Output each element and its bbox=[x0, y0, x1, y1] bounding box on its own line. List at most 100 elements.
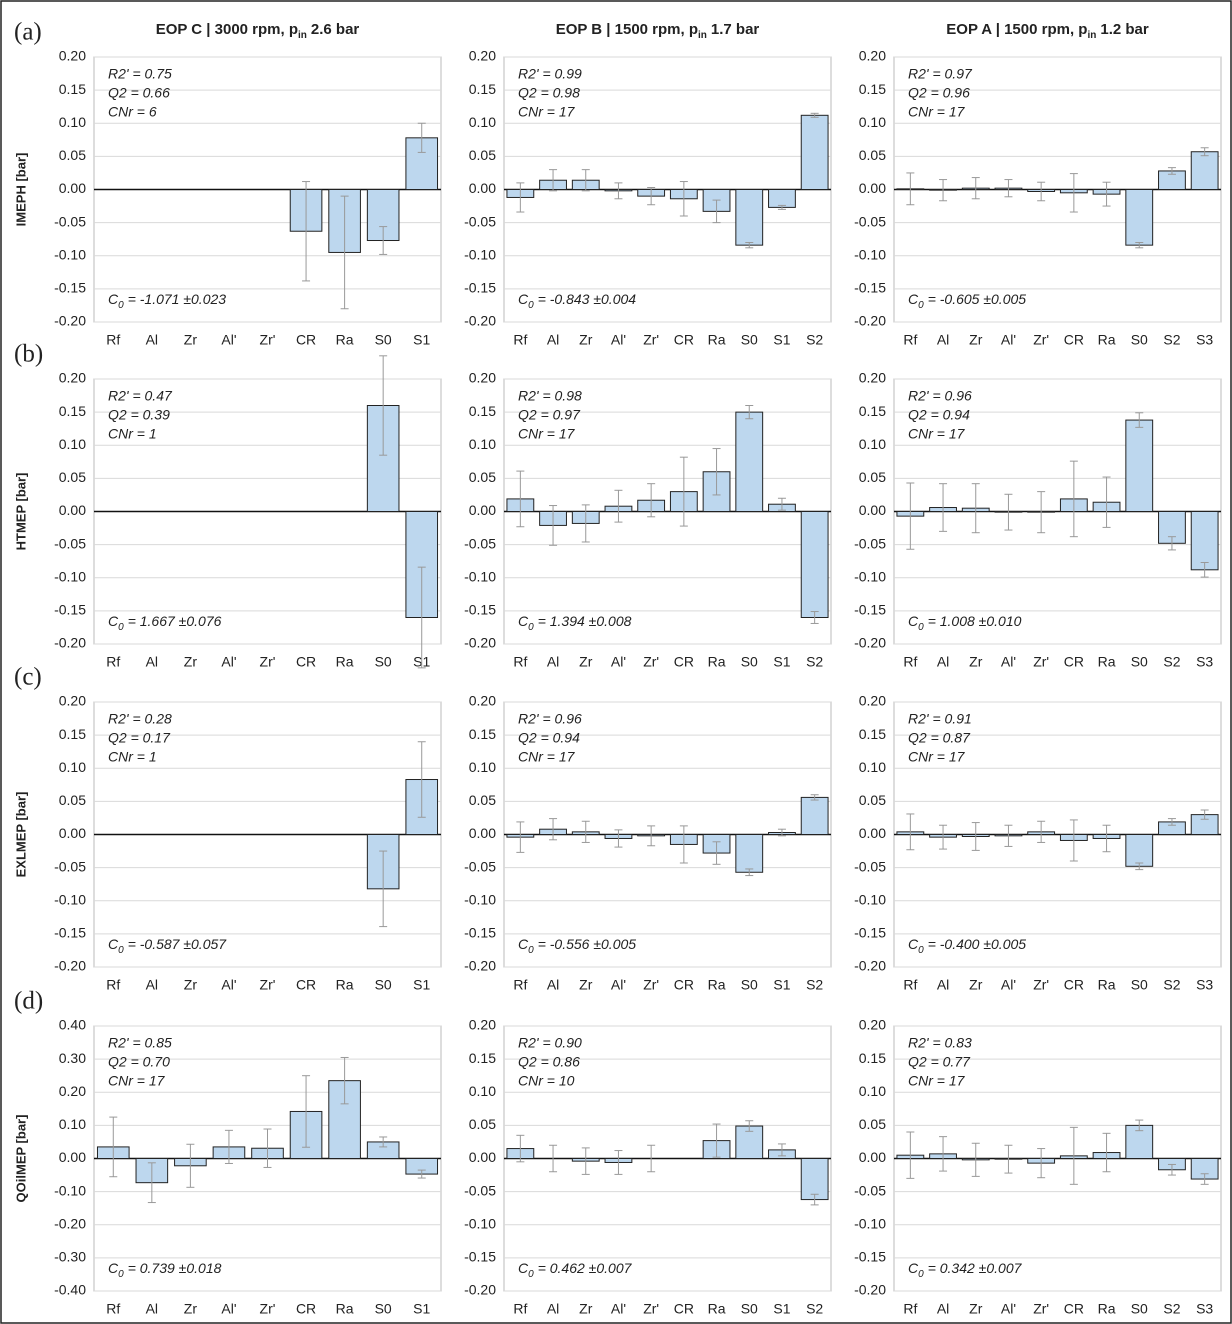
y-tick-label: -0.20 bbox=[464, 635, 496, 651]
y-tick-label: 0.05 bbox=[469, 147, 496, 163]
y-tick-label: -0.10 bbox=[464, 568, 496, 584]
x-tick-label: Al' bbox=[1001, 332, 1016, 348]
y-tick-label: 0.10 bbox=[859, 759, 886, 775]
intercept-note-sub: 0 bbox=[528, 945, 534, 956]
x-tick-label: Zr' bbox=[260, 654, 276, 670]
x-tick-label: S0 bbox=[741, 654, 758, 670]
error-bar bbox=[1102, 1132, 1111, 1173]
intercept-note: C0 = 0.342 ±0.007 bbox=[908, 1260, 1023, 1280]
error-bar bbox=[1004, 824, 1013, 847]
error-bar bbox=[745, 868, 754, 877]
fit-statistic: Q2 = 0.39 bbox=[108, 407, 170, 423]
fit-statistic: Q2 = 0.96 bbox=[908, 85, 970, 101]
y-tick-label: -0.20 bbox=[464, 313, 496, 329]
error-bar bbox=[1135, 412, 1144, 428]
error-bar bbox=[712, 1123, 721, 1158]
error-bar bbox=[1167, 536, 1176, 551]
intercept-note-rest: = -1.071 ±0.023 bbox=[128, 291, 227, 307]
error-bar bbox=[712, 448, 721, 496]
x-tick-label: Ra bbox=[336, 332, 354, 348]
intercept-note-rest: = 0.739 ±0.018 bbox=[128, 1260, 222, 1276]
y-tick-label: -0.10 bbox=[854, 568, 886, 584]
error-bar bbox=[679, 181, 688, 217]
x-tick-label: Al' bbox=[221, 332, 236, 348]
y-tick-label: -0.20 bbox=[854, 1282, 886, 1298]
fit-statistic: R2' = 0.99 bbox=[518, 66, 582, 82]
column-title-main: EOP C | 3000 rpm, p bbox=[156, 21, 298, 38]
error-bar bbox=[1200, 809, 1209, 820]
x-tick-label: CR bbox=[1064, 654, 1084, 670]
x-tick-label: Ra bbox=[708, 654, 726, 670]
fit-statistic: R2' = 0.83 bbox=[908, 1035, 972, 1051]
bar bbox=[1190, 511, 1219, 571]
error-bar bbox=[340, 195, 349, 310]
x-tick-label: CR bbox=[674, 332, 694, 348]
error-bar bbox=[263, 1128, 272, 1168]
y-tick-label: 0.20 bbox=[59, 1083, 86, 1099]
bar bbox=[1125, 834, 1154, 867]
bar bbox=[735, 411, 764, 512]
x-tick-label: S0 bbox=[375, 977, 392, 993]
bar bbox=[800, 114, 829, 190]
y-tick-label: -0.20 bbox=[54, 635, 86, 651]
error-bar bbox=[417, 566, 426, 669]
x-tick-label: Al bbox=[937, 977, 949, 993]
error-bar bbox=[1102, 476, 1111, 528]
x-tick-label: Zr' bbox=[643, 654, 659, 670]
y-tick-label: 0.05 bbox=[859, 792, 886, 808]
error-bar bbox=[971, 483, 980, 534]
intercept-note-sub: 0 bbox=[528, 1269, 534, 1280]
error-bar bbox=[417, 741, 426, 818]
fit-statistic: Q2 = 0.66 bbox=[108, 85, 170, 101]
y-tick-label: 0.15 bbox=[59, 81, 86, 97]
intercept-note: C0 = 1.008 ±0.010 bbox=[908, 613, 1022, 633]
error-bar bbox=[549, 1144, 558, 1173]
fit-statistic: CNr = 17 bbox=[908, 426, 966, 442]
panel-label: (b) bbox=[14, 341, 43, 368]
x-tick-label: Zr' bbox=[1033, 977, 1049, 993]
fit-statistic: CNr = 6 bbox=[108, 104, 157, 120]
error-bar bbox=[777, 1143, 786, 1157]
error-bar bbox=[549, 505, 558, 546]
x-tick-label: Al bbox=[937, 1301, 949, 1317]
y-tick-label: -0.15 bbox=[854, 602, 886, 618]
y-tick-label: 0.05 bbox=[469, 469, 496, 485]
y-tick-label: -0.05 bbox=[54, 858, 86, 874]
y-tick-label: 0.15 bbox=[859, 81, 886, 97]
error-bar bbox=[647, 1144, 656, 1173]
intercept-note: C0 = -0.556 ±0.005 bbox=[518, 936, 636, 956]
x-tick-label: Zr bbox=[184, 1301, 198, 1317]
y-tick-label: -0.05 bbox=[854, 535, 886, 551]
x-tick-label: Ra bbox=[336, 1301, 354, 1317]
x-tick-label: S0 bbox=[1131, 1301, 1148, 1317]
y-tick-label: 0.00 bbox=[59, 502, 86, 518]
x-tick-label: CR bbox=[296, 1301, 316, 1317]
x-tick-label: Zr' bbox=[260, 977, 276, 993]
y-tick-label: 0.05 bbox=[59, 792, 86, 808]
x-tick-label: Zr' bbox=[643, 977, 659, 993]
fit-statistic: Q2 = 0.17 bbox=[108, 730, 171, 746]
x-tick-label: S3 bbox=[1196, 1301, 1213, 1317]
x-tick-label: S2 bbox=[1163, 654, 1180, 670]
error-bar bbox=[1069, 460, 1078, 538]
intercept-note-rest: = 1.394 ±0.008 bbox=[538, 613, 632, 629]
bar bbox=[735, 834, 764, 873]
error-bar bbox=[712, 841, 721, 865]
x-tick-label: Al bbox=[937, 332, 949, 348]
error-bar bbox=[906, 172, 915, 206]
y-tick-label: 0.15 bbox=[469, 81, 496, 97]
intercept-note-sub: 0 bbox=[528, 622, 534, 633]
x-tick-label: CR bbox=[296, 654, 316, 670]
intercept-note-main: C bbox=[518, 1260, 529, 1276]
error-bar bbox=[1037, 181, 1046, 202]
y-tick-label: 0.05 bbox=[859, 147, 886, 163]
intercept-note-main: C bbox=[108, 291, 119, 307]
y-tick-label: 0.10 bbox=[59, 114, 86, 130]
x-tick-label: Zr' bbox=[1033, 654, 1049, 670]
intercept-note-sub: 0 bbox=[918, 622, 924, 633]
intercept-note: C0 = -1.071 ±0.023 bbox=[108, 291, 226, 311]
error-bar bbox=[745, 242, 754, 249]
y-tick-label: -0.20 bbox=[854, 958, 886, 974]
error-bar bbox=[516, 182, 525, 213]
